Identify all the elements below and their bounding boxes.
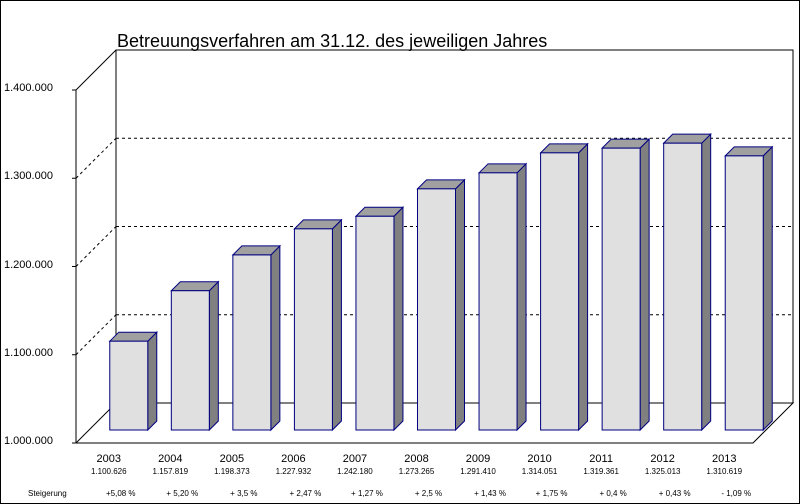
data-label: 1.273.265 <box>398 467 435 476</box>
bar-top <box>539 143 589 154</box>
steigerung-title: Steigerung <box>28 489 67 498</box>
bar-side <box>208 280 219 432</box>
bar-2009 <box>478 172 518 431</box>
data-label: 1.291.410 <box>460 467 496 476</box>
data-label: 1.242.180 <box>337 467 373 476</box>
gridline-side <box>75 137 117 179</box>
x-tick-label: 2005 <box>219 453 245 465</box>
bar-top <box>108 331 158 342</box>
bar-side <box>639 137 650 432</box>
bar-top <box>170 281 220 292</box>
data-label: 1.314.051 <box>521 467 558 476</box>
steigerung-label: - 1,09 % <box>721 489 752 498</box>
left-wall-top-edge <box>75 49 117 91</box>
x-tick-label: 2010 <box>527 453 552 465</box>
bar-side <box>147 330 158 432</box>
data-label: 1.310.619 <box>706 467 743 476</box>
y-tick-label: 1.200.000 <box>4 258 53 271</box>
bar-2012 <box>663 142 703 431</box>
bar-side <box>270 244 281 432</box>
steigerung-label: + 3,5 % <box>230 489 258 498</box>
bar-2004 <box>170 290 210 431</box>
data-label: 1.325.013 <box>644 467 681 476</box>
x-tick-label: 2004 <box>158 453 183 465</box>
bar-2008 <box>417 188 456 431</box>
data-label: 1.198.373 <box>214 467 250 476</box>
x-tick-label: 2009 <box>465 453 491 465</box>
bar-2013 <box>724 155 764 431</box>
x-tick-label: 2007 <box>342 453 368 465</box>
bar-top <box>662 133 712 144</box>
x-tick-label: 2011 <box>589 453 613 465</box>
bar-side <box>701 132 712 432</box>
x-tick-label: 2012 <box>650 453 675 465</box>
data-label: 1.227.932 <box>275 467 312 476</box>
bar-2003 <box>109 340 149 431</box>
bar-top <box>724 146 774 157</box>
x-tick-label: 2013 <box>711 453 737 465</box>
bar-2010 <box>540 152 580 431</box>
bar-side <box>393 206 404 432</box>
y-tick-label: 1.400.000 <box>4 82 53 94</box>
bar-2007 <box>355 215 395 431</box>
steigerung-label: + 0,4 % <box>599 489 627 498</box>
bar-side <box>578 142 589 432</box>
bar-top <box>354 206 405 217</box>
bar-top <box>416 179 466 190</box>
steigerung-label: + 2,5 % <box>414 489 443 498</box>
bar-side <box>455 178 465 432</box>
y-tick-label: 1.000.000 <box>4 435 53 447</box>
steigerung-label: + 1,43 % <box>474 489 506 498</box>
data-label: 1.157.819 <box>152 467 189 476</box>
x-tick-label: 2003 <box>96 453 121 465</box>
steigerung-label: +5,08 % <box>105 489 136 498</box>
bar-2006 <box>293 228 333 431</box>
bar-2011 <box>601 147 641 431</box>
chart-title: Betreuungsverfahren am 31.12. des jeweil… <box>117 31 548 51</box>
x-tick-label: 2008 <box>404 453 429 465</box>
bar-side <box>762 145 773 432</box>
bar-top <box>293 219 343 230</box>
steigerung-label: + 1,75 % <box>535 489 568 498</box>
steigerung-label: + 2,47 % <box>289 489 322 498</box>
x-tick-label: 2006 <box>281 453 306 465</box>
data-label: 1.100.626 <box>90 467 127 476</box>
steigerung-label: + 5,20 % <box>166 489 199 498</box>
bar-top <box>477 163 528 174</box>
bar-top <box>231 245 282 256</box>
steigerung-label: + 1,27 % <box>351 489 383 498</box>
bar-2005 <box>232 254 272 431</box>
data-label: 1.319.361 <box>583 467 619 476</box>
y-tick-label: 1.100.000 <box>4 346 53 359</box>
bar-side <box>331 218 342 432</box>
y-tick-label: 1.300.000 <box>4 170 53 183</box>
bar-side <box>516 162 527 432</box>
bar-top <box>600 138 651 149</box>
steigerung-label: + 0,43 % <box>658 489 691 498</box>
gridline-side <box>75 226 117 267</box>
